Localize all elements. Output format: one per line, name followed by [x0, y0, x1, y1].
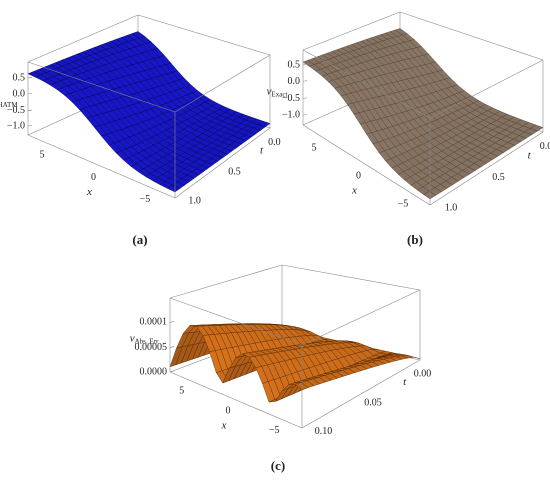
box-edge [429, 131, 544, 206]
box-edge [301, 289, 421, 346]
box-edge [302, 49, 431, 119]
box-edge [27, 92, 33, 95]
caption: (a) [132, 232, 147, 247]
x-tick-label: 5 [40, 150, 45, 161]
box-edge [27, 134, 176, 199]
z-tick-label: 0.5 [288, 59, 301, 70]
z-tick-label: 0.5 [13, 72, 26, 83]
z-tick-label: 0.0 [13, 88, 26, 99]
box-edge [302, 97, 308, 100]
x-tick-label: 0 [91, 172, 96, 183]
caption: (c) [271, 458, 285, 473]
z-label-base: v [267, 85, 272, 97]
box-edge [27, 109, 33, 112]
z-axis-label: vExact [267, 85, 288, 98]
z-label-sub: φ-HATM [0, 101, 18, 109]
box-edge [302, 63, 308, 66]
z-tick-label: 0.0000 [140, 366, 168, 377]
box-edge [174, 54, 271, 113]
z-label-sub: Abs. Err [135, 337, 159, 345]
z-label-base: v [130, 332, 135, 344]
box-edge [169, 321, 175, 323]
box-edge [27, 76, 33, 79]
z-tick-label: −1.0 [282, 110, 300, 121]
t-tick-label: 0.0 [268, 137, 281, 148]
surface-plot: 0.0001 0.00005 0.0000 vAbs. Err 5 0 −5 x 0.00 0.0… [130, 264, 432, 437]
z-axis-label: vφ-HATM [0, 96, 18, 109]
box-edge [281, 264, 421, 291]
t-tick-label: 1.0 [188, 196, 201, 207]
z-label-sub: Exact [271, 90, 287, 98]
t-tick-label: 0.00 [414, 369, 432, 380]
x-tick-label: 5 [312, 142, 317, 153]
box-edge [169, 371, 303, 429]
box-edge [174, 127, 271, 199]
box-edge [301, 359, 421, 429]
t-axis-label: t [403, 376, 407, 388]
box-edge [169, 297, 303, 346]
surface-patch [167, 184, 181, 193]
z-tick-label: 0.00005 [135, 342, 168, 353]
surface-patch [294, 382, 309, 390]
t-tick-label: 0.5 [492, 172, 505, 183]
box-edge [302, 11, 401, 51]
x-axis-label: x [86, 186, 92, 198]
x-tick-label: −5 [398, 198, 409, 209]
x-tick-label: 0 [226, 405, 231, 416]
box-edge [27, 124, 33, 127]
t-tick-label: 1.0 [445, 202, 458, 213]
z-tick-label: −1.0 [7, 121, 25, 132]
x-tick-label: 0 [356, 170, 361, 181]
z-axis-label: vAbs. Err [130, 332, 159, 345]
box-edge [169, 264, 283, 299]
z-tick-label: 0.0 [288, 76, 301, 87]
box-edge [27, 14, 139, 63]
caption: (b) [407, 232, 423, 247]
t-tick-label: 0.05 [364, 397, 382, 408]
surface-plot: 0.5 0.0 −0.5 −1.0 vExact 5 0 −5 x 0.0 0.5 1.0 t [267, 11, 550, 213]
x-tick-label: −5 [269, 425, 280, 436]
box-edge [399, 11, 544, 61]
box-edge [302, 80, 308, 82]
x-tick-label: 5 [179, 386, 184, 397]
x-tick-label: −5 [140, 194, 151, 205]
z-tick-label: −0.5 [282, 93, 300, 104]
box-edge [302, 124, 431, 206]
x-axis-label: x [351, 185, 357, 197]
z-tick-label: 0.0001 [140, 317, 168, 328]
box-edge [169, 370, 175, 373]
x-axis-label: x [221, 420, 227, 432]
box-edge [302, 113, 308, 116]
box-edge [27, 61, 176, 113]
box-edge [137, 14, 271, 56]
t-tick-label: 0.10 [315, 426, 333, 437]
t-tick-label: 0.0 [540, 141, 550, 152]
box-edge [169, 346, 175, 348]
box-edge [429, 59, 544, 119]
surface-patch [423, 190, 437, 200]
z-tick-label: −0.5 [7, 105, 25, 116]
t-axis-label: t [260, 145, 264, 157]
t-axis-label: t [528, 149, 532, 161]
t-tick-label: 0.5 [228, 166, 241, 177]
